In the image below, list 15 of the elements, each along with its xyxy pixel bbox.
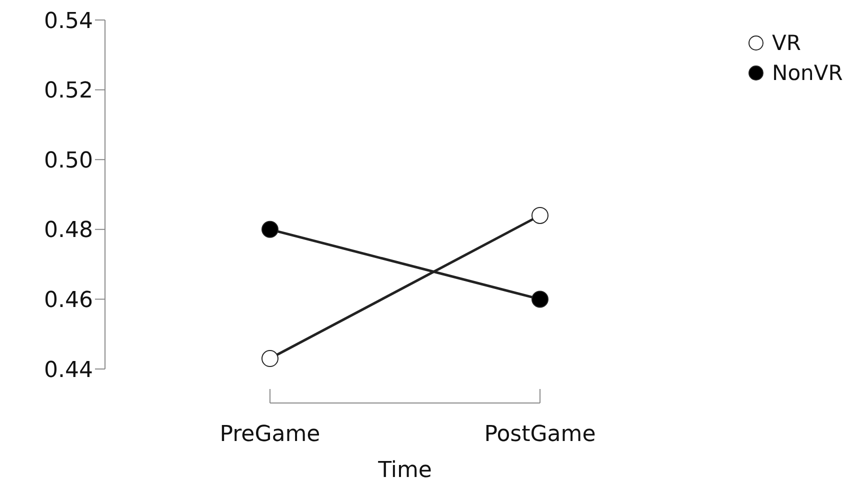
y-tick-label: 0.48: [44, 218, 93, 244]
y-tick-label: 0.54: [44, 8, 93, 34]
y-tick-label: 0.52: [44, 78, 93, 104]
x-tick-label: PreGame: [220, 422, 320, 447]
point: [531, 290, 548, 308]
x-tick-label: PostGame: [484, 422, 596, 447]
legend-label: NonVR: [772, 61, 843, 85]
point: [531, 206, 548, 224]
point: [261, 350, 278, 368]
point: [261, 220, 278, 238]
y-tick-label: 0.44: [44, 358, 93, 383]
y-tick-label: 0.46: [44, 288, 93, 314]
y-tick-label: 0.50: [44, 148, 93, 174]
x-axis-title: Time: [377, 458, 432, 483]
legend-label: VR: [772, 31, 801, 55]
